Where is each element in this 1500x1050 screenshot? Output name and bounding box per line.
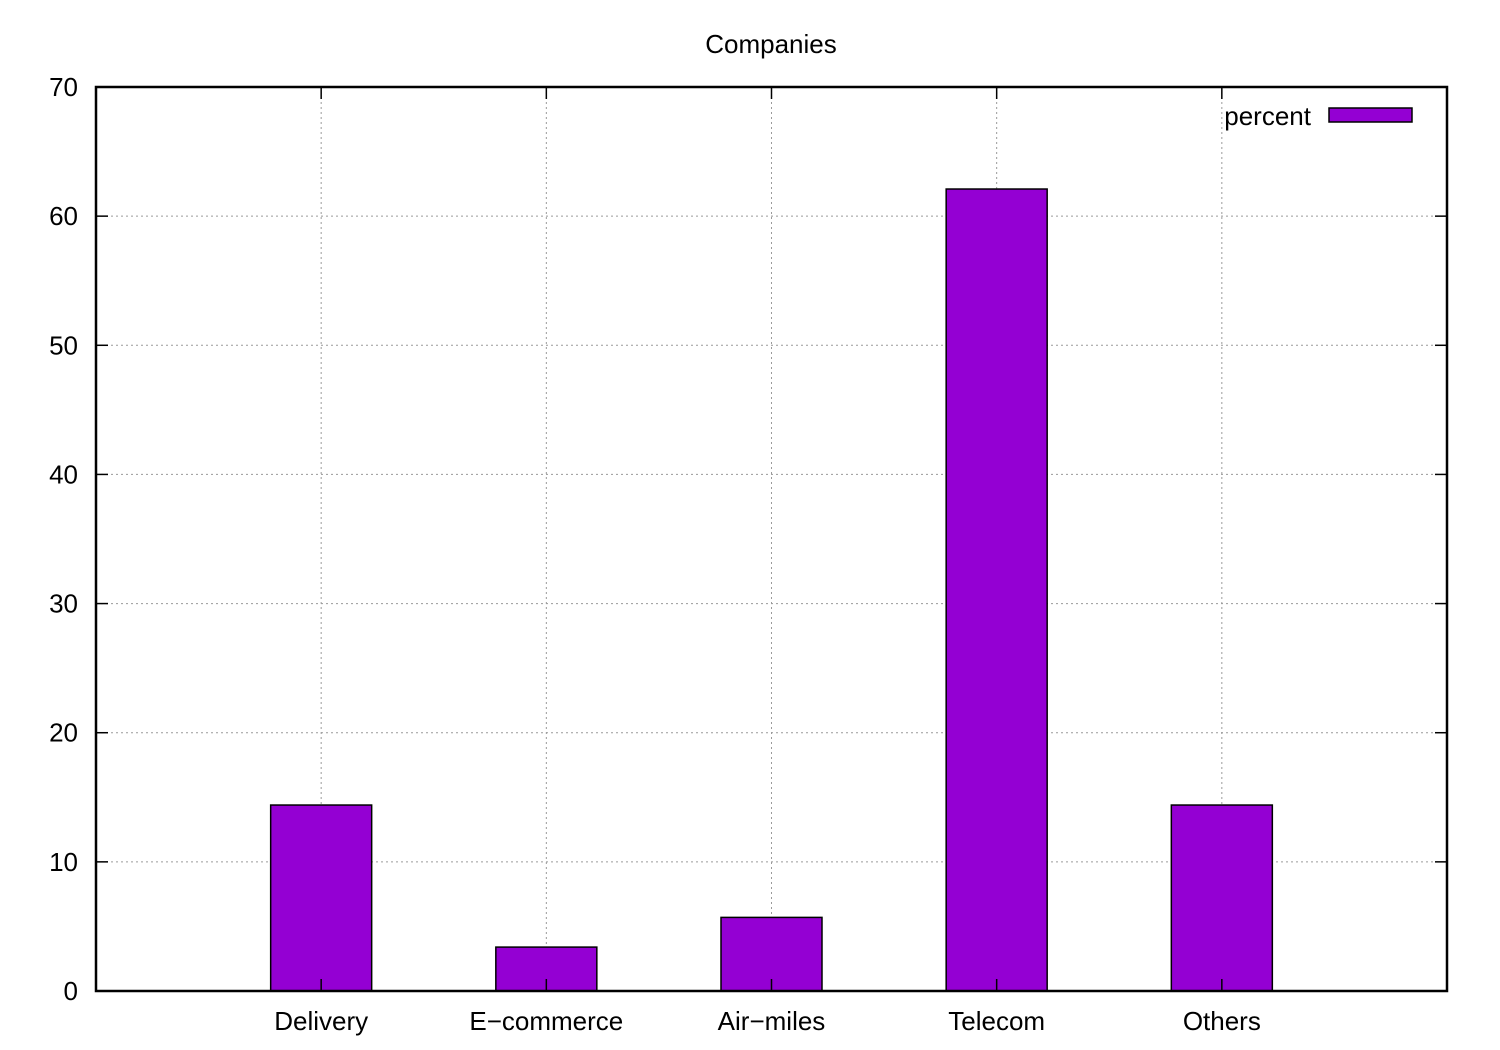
- x-tick-label: Delivery: [274, 1006, 368, 1036]
- legend-label: percent: [1224, 101, 1311, 131]
- y-tick-label: 50: [49, 330, 78, 360]
- x-tick-label: E−commerce: [469, 1006, 623, 1036]
- legend-swatch: [1328, 107, 1413, 123]
- y-tick-label: 0: [64, 976, 78, 1006]
- x-axis-tick-labels: Delivery E−commerce Air−miles Telecom Others: [274, 1006, 1261, 1036]
- bar: [269, 804, 373, 992]
- x-tick-label: Others: [1183, 1006, 1261, 1036]
- y-tick-label: 30: [49, 589, 78, 619]
- y-tick-label: 60: [49, 201, 78, 231]
- y-tick-label: 70: [49, 72, 78, 102]
- x-tick-label: Air−miles: [718, 1006, 826, 1036]
- y-tick-label: 10: [49, 847, 78, 877]
- bar: [945, 188, 1048, 992]
- legend: percent: [1224, 101, 1413, 131]
- tick-marks: [96, 86, 1447, 992]
- y-tick-label: 20: [49, 718, 78, 748]
- bar: [1170, 804, 1274, 992]
- chart-title: Companies: [705, 29, 837, 59]
- bar: [720, 916, 823, 992]
- bars: [269, 188, 1274, 992]
- y-tick-label: 40: [49, 459, 78, 489]
- x-tick-label: Telecom: [948, 1006, 1045, 1036]
- y-axis-tick-labels: 0 10 20 30 40 50 60 70: [49, 72, 78, 1006]
